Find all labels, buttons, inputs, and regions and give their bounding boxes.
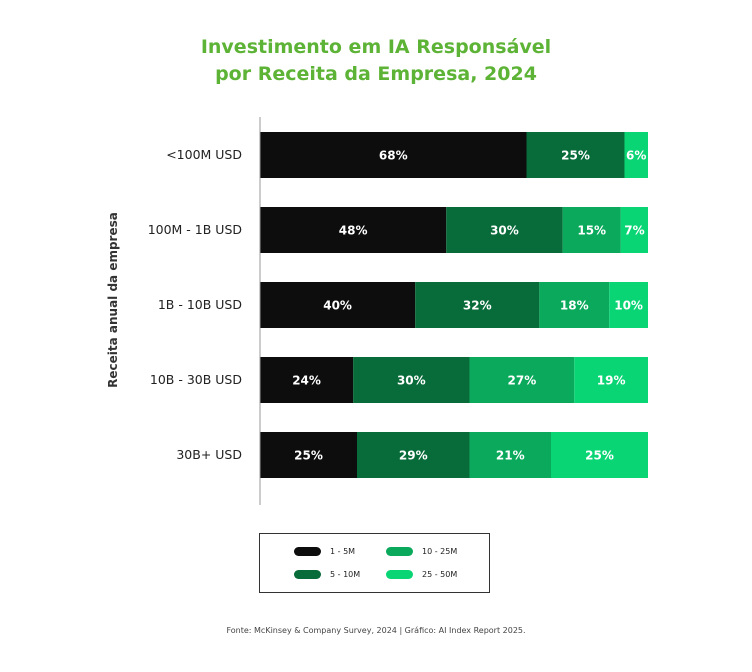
bar-100m-1b-usd-5-10m — [446, 207, 563, 253]
bar-100m-usd-1-5m — [260, 132, 527, 178]
data-label-100m-usd-5-10m: 25% — [561, 149, 590, 163]
bar-1b-10b-usd-10-25m — [539, 282, 610, 328]
data-label-1b-10b-usd-5-10m: 32% — [463, 299, 492, 313]
chart-title-line-1: Investimento em IA Responsável — [200, 36, 552, 58]
data-label-100m-usd-1-5m: 68% — [379, 149, 408, 163]
legend-swatch-1-5m — [294, 547, 321, 556]
bar-100m-1b-usd-25-50m — [620, 207, 648, 253]
bar-10b-30b-usd-1-5m — [260, 357, 354, 403]
data-label-10b-30b-usd-5-10m: 30% — [397, 374, 426, 388]
legend-swatch-5-10m — [294, 570, 321, 579]
legend: 1 - 5M 5 - 10M 10 - 25M 25 - 50M — [259, 533, 490, 593]
bar-1b-10b-usd-5-10m — [415, 282, 540, 328]
data-label-10b-30b-usd-25-50m: 19% — [597, 374, 626, 388]
category-label-30b-usd: 30B+ USD — [176, 447, 242, 462]
bar-30b-usd-1-5m — [260, 432, 357, 478]
legend-item-10-25m: 10 - 25M — [386, 547, 457, 556]
legend-item-25-50m: 25 - 50M — [386, 570, 457, 579]
data-label-30b-usd-25-50m: 25% — [585, 449, 614, 463]
legend-label-25-50m: 25 - 50M — [422, 570, 458, 579]
data-label-10b-30b-usd-1-5m: 24% — [292, 374, 321, 388]
source-note: Fonte: McKinsey & Company Survey, 2024 |… — [226, 626, 526, 635]
bar-1b-10b-usd-1-5m — [260, 282, 416, 328]
bar-30b-usd-10-25m — [469, 432, 551, 478]
data-label-1b-10b-usd-1-5m: 40% — [323, 299, 352, 313]
data-label-100m-1b-usd-1-5m: 48% — [339, 224, 368, 238]
legend-item-1-5m: 1 - 5M — [294, 547, 355, 556]
bar-10b-30b-usd-25-50m — [574, 357, 648, 403]
data-label-1b-10b-usd-10-25m: 18% — [560, 299, 589, 313]
legend-item-5-10m: 5 - 10M — [294, 570, 360, 579]
legend-label-5-10m: 5 - 10M — [330, 570, 361, 579]
chart-title-line-2: por Receita da Empresa, 2024 — [215, 63, 537, 85]
data-label-10b-30b-usd-10-25m: 27% — [508, 374, 537, 388]
bar-100m-1b-usd-1-5m — [260, 207, 447, 253]
bar-100m-usd-25-50m — [624, 132, 648, 178]
bar-100m-usd-5-10m — [526, 132, 625, 178]
data-label-30b-usd-5-10m: 29% — [399, 449, 428, 463]
y-axis-label: Receita anual da empresa — [106, 212, 120, 388]
legend-label-10-25m: 10 - 25M — [422, 547, 458, 556]
bar-30b-usd-5-10m — [357, 432, 470, 478]
category-label-1b-10b-usd: 1B - 10B USD — [158, 297, 242, 312]
data-label-1b-10b-usd-25-50m: 10% — [614, 299, 643, 313]
bar-1b-10b-usd-25-50m — [609, 282, 648, 328]
category-label-10b-30b-usd: 10B - 30B USD — [150, 372, 242, 387]
bar-10b-30b-usd-5-10m — [353, 357, 470, 403]
legend-swatch-10-25m — [386, 547, 413, 556]
data-label-100m-1b-usd-5-10m: 30% — [490, 224, 519, 238]
bar-10b-30b-usd-10-25m — [469, 357, 575, 403]
data-label-100m-usd-25-50m: 6% — [626, 149, 646, 163]
bar-30b-usd-25-50m — [551, 432, 648, 478]
legend-label-1-5m: 1 - 5M — [330, 547, 356, 556]
legend-swatch-25-50m — [386, 570, 413, 579]
data-label-30b-usd-1-5m: 25% — [294, 449, 323, 463]
category-label-100m-1b-usd: 100M - 1B USD — [148, 222, 242, 237]
data-label-30b-usd-10-25m: 21% — [496, 449, 525, 463]
data-label-100m-1b-usd-10-25m: 15% — [577, 224, 606, 238]
category-label-100m-usd: <100M USD — [166, 147, 242, 162]
chart-title: Investimento em IA Responsável por Recei… — [0, 34, 752, 88]
bar-100m-1b-usd-10-25m — [562, 207, 621, 253]
data-label-100m-1b-usd-25-50m: 7% — [624, 224, 644, 238]
